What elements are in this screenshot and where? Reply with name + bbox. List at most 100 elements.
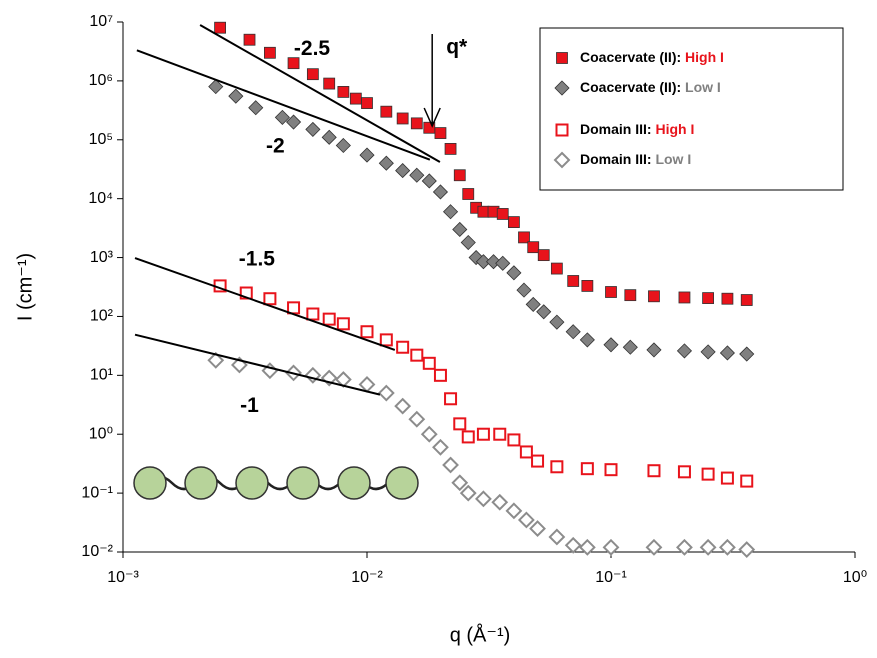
data-point [378, 155, 394, 171]
data-point [335, 137, 351, 154]
data-point [645, 538, 663, 556]
legend-marker [555, 123, 569, 137]
data-point [476, 427, 490, 441]
data-point [505, 502, 523, 520]
fit-line [134, 333, 381, 396]
data-point [622, 339, 638, 355]
legend-marker [556, 52, 568, 64]
data-point [442, 456, 459, 474]
legend-label: Coacervate (II): High I [580, 49, 724, 65]
data-point [421, 173, 437, 189]
legend-marker [554, 80, 570, 96]
legend-label: Domain III: High I [580, 121, 694, 137]
data-point [444, 142, 457, 155]
bead-chain-illustration [133, 466, 419, 500]
data-point [578, 538, 596, 556]
data-point [396, 340, 410, 354]
data-point [720, 471, 734, 485]
data-point [517, 511, 535, 529]
data-point [434, 127, 447, 139]
data-point [678, 291, 691, 304]
data-point [459, 484, 477, 502]
data-point [214, 21, 226, 34]
data-point [477, 205, 490, 218]
x-axis-label: q (Å⁻¹) [450, 623, 511, 646]
fit-label: -2.5 [294, 37, 331, 60]
data-point [359, 147, 375, 163]
data-point [305, 121, 321, 137]
data-point [495, 255, 511, 271]
data-point [468, 249, 484, 266]
data-point [531, 454, 545, 468]
y-axis-label: I (cm⁻¹) [14, 253, 36, 321]
data-point [740, 474, 754, 488]
data-point [496, 208, 509, 220]
data-point [408, 410, 426, 428]
legend-label: Domain III: Low I [580, 151, 691, 167]
data-point [263, 292, 277, 306]
data-point [719, 345, 735, 361]
data-point [550, 460, 564, 474]
x-tick-label: 10⁻¹ [595, 569, 627, 586]
data-point [602, 538, 620, 556]
x-tick-label: 10⁻³ [107, 569, 139, 586]
data-point [506, 265, 522, 281]
data-point [508, 216, 520, 229]
y-tick-label: 10⁻² [81, 543, 113, 560]
data-point [567, 275, 580, 287]
data-point [475, 490, 492, 508]
data-point [239, 286, 253, 300]
data-point [529, 520, 546, 537]
data-point [485, 254, 502, 270]
fit-line [199, 24, 441, 163]
y-tick-label: 10⁵ [89, 131, 113, 148]
data-point [337, 86, 350, 98]
data-point [548, 528, 566, 546]
data-point [701, 467, 715, 481]
data-point [700, 344, 716, 360]
data-point [527, 241, 540, 254]
data-point [550, 262, 563, 275]
data-point [565, 324, 581, 340]
fit-label: -1 [240, 394, 259, 417]
data-point [287, 301, 301, 315]
data-point [536, 304, 552, 320]
data-point [493, 427, 507, 441]
data-point [699, 538, 717, 556]
data-point [721, 292, 734, 305]
y-tick-label: 10⁰ [89, 425, 113, 442]
data-point [323, 77, 336, 90]
data-point [604, 463, 618, 477]
data-point [461, 430, 475, 444]
data-point [518, 231, 530, 244]
data-point [605, 286, 617, 298]
data-point [647, 464, 661, 478]
data-point [336, 317, 350, 331]
data-point [264, 46, 276, 59]
data-point [453, 169, 466, 182]
data-point [361, 97, 373, 109]
data-point [564, 536, 582, 554]
data-point [432, 438, 449, 456]
data-point [379, 333, 393, 347]
data-point [243, 33, 256, 46]
y-tick-label: 10⁻¹ [81, 484, 113, 501]
data-point [248, 100, 264, 116]
data-point [676, 538, 693, 556]
data-point [677, 465, 691, 479]
data-point [396, 112, 409, 125]
data-point [676, 343, 693, 359]
data-point [624, 289, 637, 302]
data-point [579, 332, 595, 348]
data-point [274, 109, 290, 125]
data-point [516, 282, 532, 298]
data-point [648, 290, 660, 303]
data-point [444, 392, 458, 406]
data-point [475, 254, 491, 270]
arrow-head [423, 107, 441, 128]
data-point [228, 88, 244, 104]
data-point [207, 351, 225, 369]
data-point [740, 294, 753, 306]
data-point [451, 474, 469, 492]
